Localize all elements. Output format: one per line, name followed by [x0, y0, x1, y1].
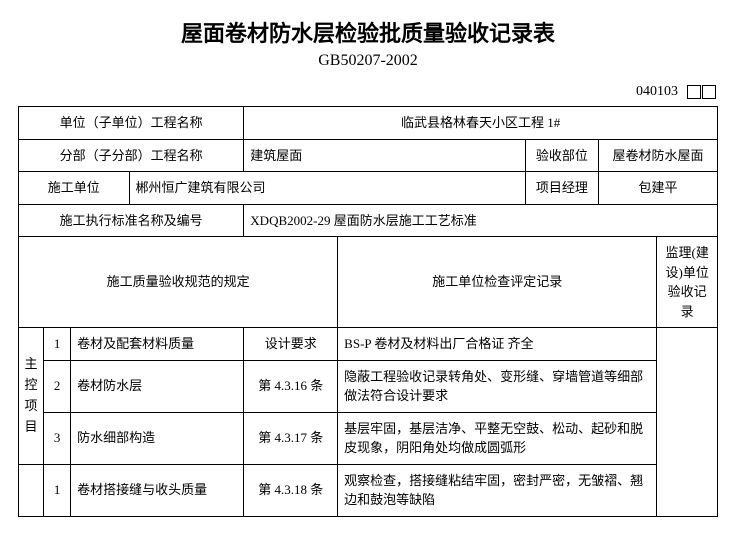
row-clause: 第 4.3.18 条	[244, 464, 338, 516]
value-sub-project: 建筑屋面	[244, 139, 526, 172]
row-clause: 第 4.3.17 条	[244, 412, 338, 464]
value-exec-standard: XDQB2002-29 屋面防水层施工工艺标准	[244, 204, 718, 237]
table-row: 2 卷材防水层 第 4.3.16 条 隐蔽工程验收记录转角处、变形缝、穿墙管道等…	[19, 360, 718, 412]
row-no: 1	[44, 464, 71, 516]
value-unit-project: 临武县格林春天小区工程 1#	[244, 107, 718, 140]
label-project-manager: 项目经理	[525, 172, 598, 205]
row-item: 防水细部构造	[71, 412, 244, 464]
label-sub-project: 分部（子分部）工程名称	[19, 139, 244, 172]
main-control-label: 主控项目	[19, 328, 44, 465]
table-row: 施工执行标准名称及编号 XDQB2002-29 屋面防水层施工工艺标准	[19, 204, 718, 237]
page-title: 屋面卷材防水层检验批质量验收记录表	[18, 16, 718, 48]
label-unit-project: 单位（子单位）工程名称	[19, 107, 244, 140]
row-no: 1	[44, 328, 71, 361]
doc-code: 040103	[636, 84, 678, 99]
table-row: 施工质量验收规范的规定 施工单位检查评定记录 监理(建设)单位验收记录	[19, 237, 718, 328]
row-record: 隐蔽工程验收记录转角处、变形缝、穿墙管道等细部做法符合设计要求	[338, 360, 657, 412]
row-record: 观察检查，搭接缝粘结牢固，密封严密，无皱褶、翘边和鼓泡等缺陷	[338, 464, 657, 516]
row-item: 卷材及配套材料质量	[71, 328, 244, 361]
row-clause: 设计要求	[244, 328, 338, 361]
value-inspect-part: 屋卷材防水屋面	[598, 139, 717, 172]
row-record: 基层牢固，基层洁净、平整无空鼓、松动、起砂和脱皮现象，阴阳角处均做成圆弧形	[338, 412, 657, 464]
page-subtitle: GB50207-2002	[18, 52, 718, 70]
table-row: 施工单位 郴州恒广建筑有限公司 项目经理 包建平	[19, 172, 718, 205]
row-record: BS-P 卷材及材料出厂合格证 齐全	[338, 328, 657, 361]
label-exec-standard: 施工执行标准名称及编号	[19, 204, 244, 237]
label-unit-check-record: 施工单位检查评定记录	[338, 237, 657, 328]
label-supervisor-record: 监理(建设)单位验收记录	[657, 237, 718, 328]
label-quality-rule: 施工质量验收规范的规定	[19, 237, 338, 328]
doc-code-row: 040103	[18, 84, 718, 100]
table-row: 主控项目 1 卷材及配套材料质量 设计要求 BS-P 卷材及材料出厂合格证 齐全	[19, 328, 718, 361]
label-construction-unit: 施工单位	[19, 172, 130, 205]
table-row: 3 防水细部构造 第 4.3.17 条 基层牢固，基层洁净、平整无空鼓、松动、起…	[19, 412, 718, 464]
row-no: 3	[44, 412, 71, 464]
table-row: 分部（子分部）工程名称 建筑屋面 验收部位 屋卷材防水屋面	[19, 139, 718, 172]
value-project-manager: 包建平	[598, 172, 717, 205]
row-no: 2	[44, 360, 71, 412]
row-clause: 第 4.3.16 条	[244, 360, 338, 412]
value-construction-unit: 郴州恒广建筑有限公司	[129, 172, 525, 205]
checkbox	[687, 85, 701, 99]
supervisor-cell	[657, 328, 718, 517]
checkbox	[702, 85, 716, 99]
row-item: 卷材防水层	[71, 360, 244, 412]
inspection-table: 单位（子单位）工程名称 临武县格林春天小区工程 1# 分部（子分部）工程名称 建…	[18, 106, 718, 517]
row-item: 卷材搭接缝与收头质量	[71, 464, 244, 516]
table-row: 1 卷材搭接缝与收头质量 第 4.3.18 条 观察检查，搭接缝粘结牢固，密封严…	[19, 464, 718, 516]
table-row: 单位（子单位）工程名称 临武县格林春天小区工程 1#	[19, 107, 718, 140]
label-inspect-part: 验收部位	[525, 139, 598, 172]
secondary-label	[19, 464, 44, 516]
